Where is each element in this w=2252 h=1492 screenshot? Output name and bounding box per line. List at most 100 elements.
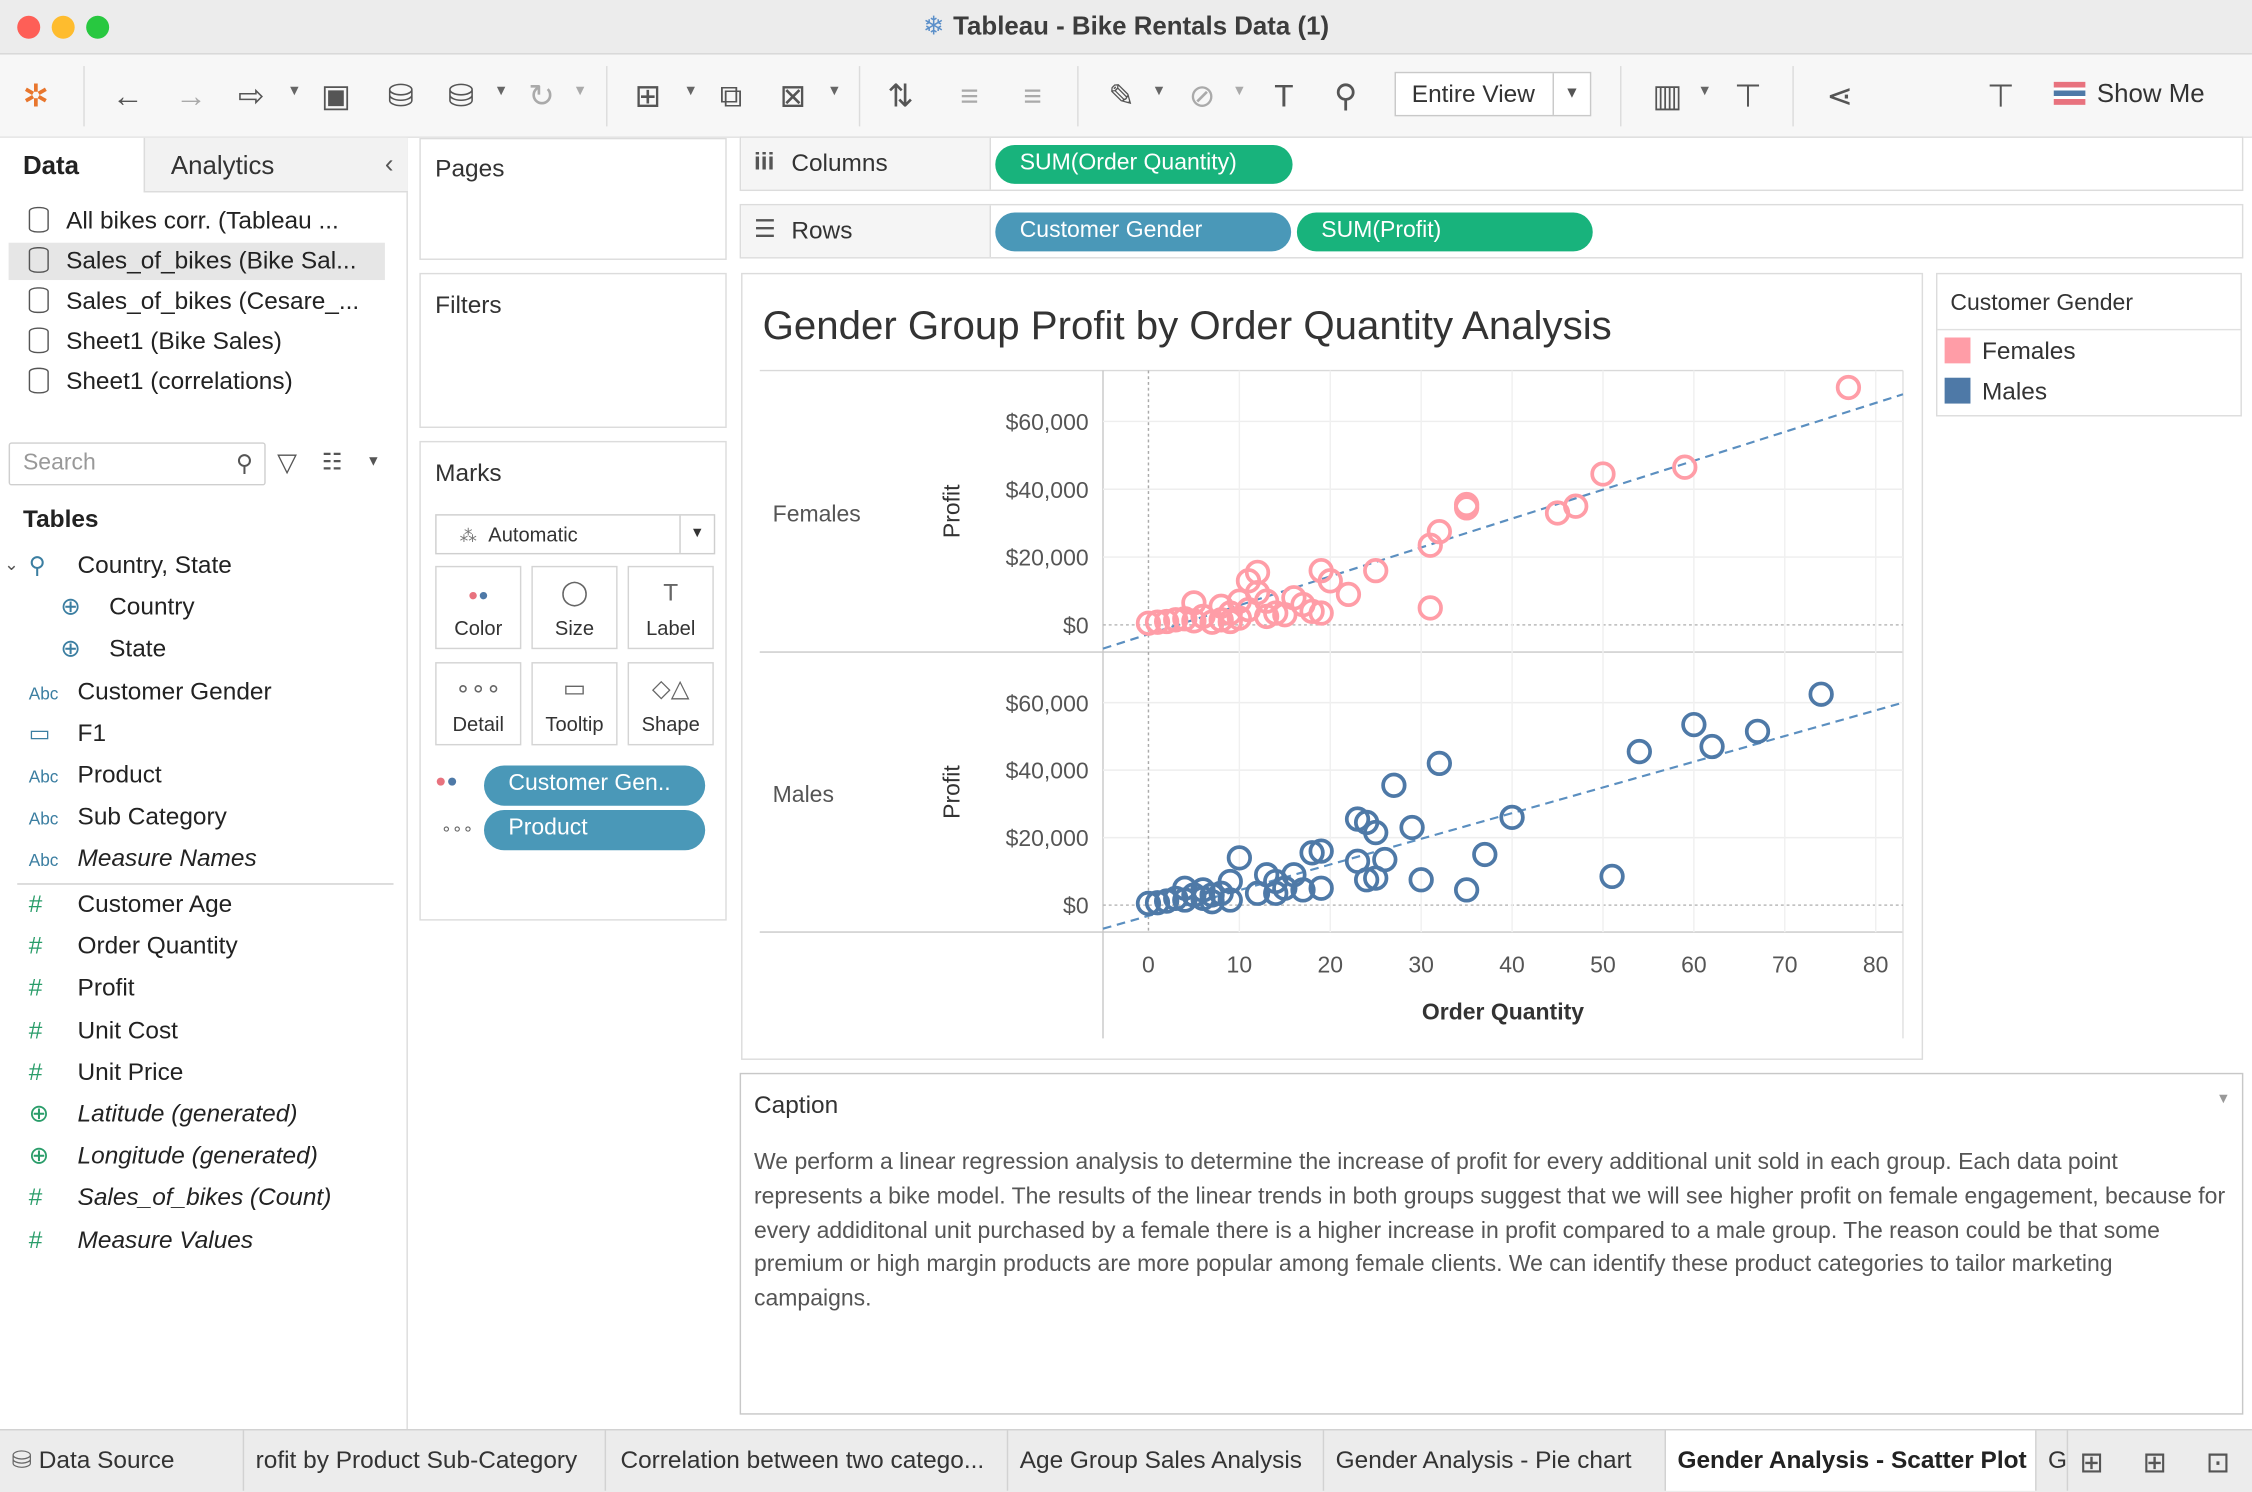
sheet-tab[interactable]: Correlation between two catego... — [609, 1430, 1009, 1491]
clear-sheet-icon[interactable]: ⊠ — [779, 77, 807, 114]
field-item[interactable]: Abc Measure Names — [29, 844, 257, 873]
new-worksheet-dropdown-icon[interactable]: ▼ — [683, 83, 698, 100]
show-mark-labels-icon[interactable]: T — [1274, 77, 1294, 114]
field-item[interactable]: Abc Customer Gender — [29, 678, 272, 707]
clear-dropdown-icon[interactable]: ▼ — [827, 83, 842, 100]
swap-rows-columns-icon[interactable]: ⇅ — [887, 77, 914, 114]
replay-dropdown-icon[interactable]: ▼ — [287, 83, 302, 100]
rows-shelf[interactable]: ☰ Rows Customer Gender SUM(Profit) — [739, 203, 2244, 259]
undo-icon[interactable]: ← — [112, 77, 144, 114]
field-item[interactable]: # Unit Price — [29, 1058, 184, 1087]
sort-descending-icon[interactable]: ≡ — [1023, 77, 1042, 114]
fit-dropdown-icon[interactable]: ▼ — [1552, 73, 1590, 115]
marks-tooltip-button[interactable]: ▭ Tooltip — [531, 662, 618, 746]
view-list-icon[interactable]: ☷ — [321, 450, 343, 476]
refresh-dropdown-icon[interactable]: ▼ — [573, 83, 588, 100]
pause-dropdown-icon[interactable]: ▼ — [494, 83, 509, 100]
highlight-icon[interactable]: ✎ — [1108, 77, 1135, 114]
view-dropdown-icon[interactable]: ▼ — [366, 453, 381, 470]
pause-updates-icon[interactable]: ⛁ — [447, 77, 475, 114]
duplicate-sheet-icon[interactable]: ⧉ — [719, 77, 743, 114]
field-item[interactable]: # Measure Values — [29, 1226, 253, 1255]
marks-pill-customer-gender[interactable]: Customer Gen.. — [483, 765, 706, 806]
marks-label-button[interactable]: T Label — [627, 565, 714, 650]
marks-color-button[interactable]: ●● Color — [435, 565, 522, 650]
mark-type-select[interactable]: ⁂ Automatic ▼ — [435, 514, 716, 555]
field-item[interactable]: ⊕ Longitude (generated) — [29, 1142, 318, 1171]
field-item[interactable]: ⊕ Latitude (generated) — [29, 1100, 298, 1129]
close-window-button[interactable] — [17, 15, 41, 39]
replay-icon[interactable]: ⇨ — [238, 77, 265, 114]
tab-data-source[interactable]: ⛁ Data Source — [0, 1430, 245, 1491]
tableau-logo-icon[interactable]: ✲ — [22, 77, 50, 114]
sheet-tab[interactable]: rofit by Product Sub-Category — [244, 1430, 607, 1491]
marks-shape-button[interactable]: ◇△ Shape — [627, 662, 714, 746]
share-icon[interactable]: ⋖ — [1826, 77, 1854, 114]
filters-card[interactable]: Filters — [419, 272, 727, 428]
legend-item[interactable]: Males — [1944, 377, 2047, 407]
datasource-item[interactable]: Sales_of_bikes (Bike Sal... — [8, 242, 385, 281]
datasource-item[interactable]: All bikes corr. (Tableau ... — [28, 206, 339, 236]
field-item[interactable]: # Profit — [29, 974, 135, 1003]
legend-item[interactable]: Females — [1944, 337, 2076, 367]
presentation-mode-icon[interactable]: ⊤ — [1734, 77, 1762, 114]
field-item[interactable]: ⚲ Country, State — [29, 552, 232, 581]
new-worksheet-icon[interactable]: ⊞ — [634, 77, 661, 114]
field-item[interactable]: Abc Sub Category — [29, 803, 227, 832]
columns-shelf[interactable]: iii Columns SUM(Order Quantity) — [739, 136, 2244, 192]
group-dropdown-icon[interactable]: ▼ — [1232, 83, 1247, 100]
field-item[interactable]: # Unit Cost — [29, 1016, 178, 1045]
x-tick-label: 20 — [1317, 951, 1343, 977]
sheet-tab[interactable]: Gender Analysis - Pie chart — [1324, 1430, 1666, 1491]
refresh-icon[interactable]: ↻ — [528, 77, 555, 114]
sheet-tab[interactable]: Age Group Sales Analysis — [1008, 1430, 1325, 1491]
sort-ascending-icon[interactable]: ≡ — [960, 77, 979, 114]
filter-icon[interactable]: ▽ — [277, 448, 298, 477]
expand-chevron-icon[interactable]: ⌄ — [4, 554, 19, 575]
save-icon[interactable]: ▣ — [321, 77, 351, 114]
field-item[interactable]: # Customer Age — [29, 890, 233, 919]
field-item[interactable]: # Sales_of_bikes (Count) — [29, 1184, 332, 1213]
collapse-pane-icon[interactable]: ‹ — [384, 149, 394, 179]
new-worksheet-tab-icon[interactable]: ⊞ — [2079, 1447, 2104, 1480]
rows-pill-profit[interactable]: SUM(Profit) — [1296, 212, 1593, 252]
search-input[interactable]: Search ⚲ — [8, 442, 266, 486]
highlight-dropdown-icon[interactable]: ▼ — [1151, 83, 1167, 100]
marks-pill-product[interactable]: Product — [483, 810, 706, 851]
tab-analytics[interactable]: Analytics ‹ — [143, 137, 408, 193]
show-cards-dropdown-icon[interactable]: ▼ — [1697, 83, 1712, 100]
sheet-tab[interactable]: Gender Analysis - Scatter Plot — [1665, 1430, 2037, 1491]
show-me-sign-icon[interactable]: ⊤ — [1986, 77, 2015, 114]
show-cards-icon[interactable]: ▥ — [1652, 77, 1683, 114]
datasource-item[interactable]: Sheet1 (correlations) — [28, 367, 293, 397]
new-dashboard-tab-icon[interactable]: ⊞ — [2142, 1447, 2167, 1480]
datasource-item[interactable]: Sheet1 (Bike Sales) — [28, 327, 282, 356]
new-story-tab-icon[interactable]: ⊡ — [2206, 1447, 2231, 1480]
sheet-tab[interactable]: G — [2037, 1430, 2069, 1491]
show-me-button[interactable]: Show Me — [2053, 79, 2205, 109]
group-members-icon[interactable]: ⊘ — [1188, 77, 1216, 114]
fix-axes-icon[interactable]: ⚲ — [1334, 77, 1358, 114]
datasource-item[interactable]: Sales_of_bikes (Cesare_... — [28, 287, 359, 316]
rows-pill-customer-gender[interactable]: Customer Gender — [995, 212, 1292, 252]
tab-data[interactable]: Data — [22, 150, 80, 180]
minimize-window-button[interactable] — [51, 15, 75, 39]
columns-pill-order-quantity[interactable]: SUM(Order Quantity) — [995, 145, 1293, 184]
marks-size-button[interactable]: ◯ Size — [531, 565, 618, 650]
mark-type-dropdown-icon[interactable]: ▼ — [679, 515, 713, 553]
redo-icon[interactable]: → — [175, 77, 207, 114]
fit-select[interactable]: Entire View ▼ — [1394, 71, 1592, 117]
data-point — [1626, 738, 1652, 765]
marks-detail-button[interactable]: ∘∘∘ Detail — [435, 662, 522, 746]
field-item[interactable]: ⊕ Country — [60, 593, 194, 622]
field-item[interactable]: ⊕ State — [60, 635, 166, 664]
field-item[interactable]: ▭ F1 — [29, 720, 106, 749]
field-item[interactable]: Abc Product — [29, 761, 162, 790]
string-type-icon: Abc — [28, 808, 59, 829]
new-datasource-icon[interactable]: ⛁ — [387, 77, 414, 114]
pages-card[interactable]: Pages — [419, 137, 727, 260]
marks-button-label: Size — [554, 616, 595, 640]
zoom-window-button[interactable] — [86, 15, 110, 39]
field-item[interactable]: # Order Quantity — [29, 932, 238, 961]
caption-menu-icon[interactable]: ▼ — [2216, 1091, 2231, 1108]
